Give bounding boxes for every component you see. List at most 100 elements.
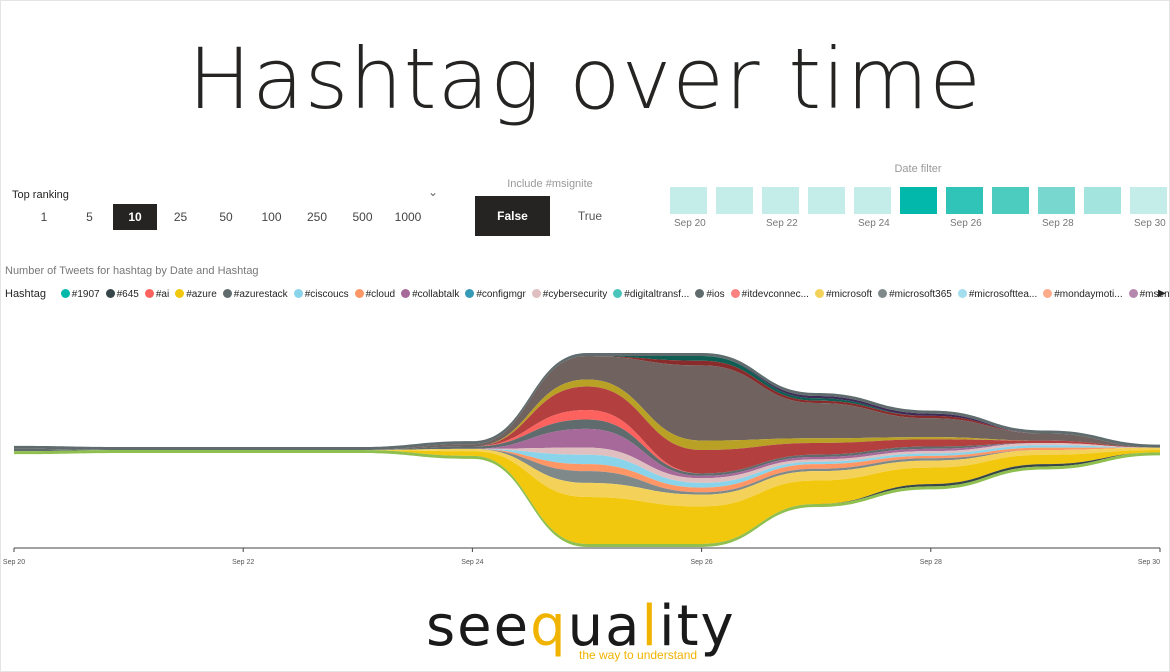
legend-item[interactable]: #ciscoucs xyxy=(293,289,349,300)
legend-item[interactable]: #collabtalk xyxy=(401,289,459,300)
date-filter-tick-label: Sep 22 xyxy=(766,218,798,229)
x-axis-tick-label: Sep 24 xyxy=(461,559,483,566)
legend-marker xyxy=(814,289,824,298)
date-filter-cell[interactable] xyxy=(1130,187,1167,214)
legend-marker xyxy=(531,289,541,298)
legend-item[interactable]: #ios xyxy=(695,289,725,300)
legend-label: #cybersecurity xyxy=(542,289,608,300)
chevron-down-icon[interactable]: ⌄ xyxy=(428,185,439,199)
date-filter-cell[interactable] xyxy=(808,187,845,214)
date-filter-cell[interactable] xyxy=(716,187,753,214)
top-ranking-option[interactable]: 1000 xyxy=(394,210,422,224)
stream-series-area[interactable] xyxy=(14,447,1160,495)
date-filter-cell[interactable] xyxy=(946,187,983,214)
stream-series-area[interactable] xyxy=(14,450,1160,544)
legend-marker xyxy=(957,289,967,298)
legend-label: #mondaymoti... xyxy=(1054,289,1123,300)
date-filter-cell[interactable] xyxy=(762,187,799,214)
legend-item[interactable]: #microsoft xyxy=(814,289,873,300)
top-ranking-option[interactable]: 500 xyxy=(352,210,373,224)
legend-marker xyxy=(293,289,303,298)
legend-marker xyxy=(1043,289,1053,298)
stream-series-area[interactable] xyxy=(14,428,1160,479)
top-ranking-option[interactable]: 100 xyxy=(261,210,282,224)
legend-label: #azure xyxy=(186,289,217,300)
legend-label: #microsoft365 xyxy=(889,289,952,300)
legend-next-icon[interactable]: ▶ xyxy=(1158,288,1166,299)
legend-label: #645 xyxy=(116,289,139,300)
include-true-button[interactable]: True xyxy=(577,209,603,223)
legend-label: #digitaltransf... xyxy=(624,289,690,300)
logo-tagline: the way to understand xyxy=(579,648,698,662)
legend-item[interactable]: #cloud xyxy=(354,289,396,300)
legend-item[interactable]: #microsofttea... xyxy=(957,289,1038,300)
date-filter-cell[interactable] xyxy=(1084,187,1121,214)
top-ranking-option[interactable]: 10 xyxy=(113,204,157,230)
legend-item[interactable]: #azure xyxy=(175,289,217,300)
stream-series-area[interactable] xyxy=(14,447,1160,507)
legend-item[interactable]: #configmgr xyxy=(465,289,526,300)
stream-series-area[interactable] xyxy=(14,386,1160,474)
legend-label: #cloud xyxy=(365,289,396,300)
legend-item[interactable]: #645 xyxy=(105,289,139,300)
date-filter-cell[interactable] xyxy=(1038,187,1075,214)
x-axis-tick-label: Sep 20 xyxy=(3,559,25,566)
legend-marker xyxy=(465,289,475,298)
legend-label: #ai xyxy=(155,289,170,300)
date-filter-cell[interactable] xyxy=(992,187,1029,214)
top-ranking-option[interactable]: 25 xyxy=(173,210,188,224)
logo-wordmark: seequality xyxy=(426,594,736,659)
date-filter-cell[interactable] xyxy=(670,187,707,214)
include-false-button[interactable]: False xyxy=(475,196,550,236)
x-axis-tick-label: Sep 28 xyxy=(920,559,942,566)
legend-marker xyxy=(105,289,115,298)
date-filter-tick-label: Sep 26 xyxy=(950,218,982,229)
top-ranking-label: Top ranking xyxy=(12,189,69,201)
date-filter-cell[interactable] xyxy=(854,187,891,214)
date-filter-label: Date filter xyxy=(894,163,942,175)
legend-label: #microsofttea... xyxy=(968,289,1038,300)
legend-title: Hashtag xyxy=(5,288,46,300)
chart-legend: Hashtag #1907 #645 #ai #azure #azurestack #ci… xyxy=(5,288,1170,302)
stream-series-area[interactable] xyxy=(14,419,1160,476)
legend-marker xyxy=(401,289,411,298)
legend-marker xyxy=(175,289,185,298)
legend-label: #itdevconnec... xyxy=(741,289,809,300)
legend-label: #azurestack xyxy=(233,289,288,300)
legend-item[interactable]: #ai xyxy=(144,289,170,300)
top-ranking-option[interactable]: 1 xyxy=(40,210,48,224)
legend-item[interactable]: #microsoft365 xyxy=(878,289,952,300)
top-ranking-option[interactable]: 5 xyxy=(86,210,93,224)
top-ranking-option[interactable]: 250 xyxy=(306,210,328,224)
legend-marker xyxy=(695,289,705,298)
legend-item[interactable]: #1907 xyxy=(60,289,100,300)
legend-label: #collabtalk xyxy=(412,289,460,300)
stream-series-area[interactable] xyxy=(14,447,1160,493)
date-filter-cell[interactable] xyxy=(900,187,937,214)
x-axis-tick-label: Sep 22 xyxy=(232,559,254,566)
legend-item[interactable]: #msenvision xyxy=(1128,289,1170,300)
date-filter-tick-label: Sep 28 xyxy=(1042,218,1074,229)
legend-item[interactable]: #mondaymoti... xyxy=(1043,289,1123,300)
seequality-logo: seequality the way to understand xyxy=(426,594,756,666)
legend-label: #microsoft xyxy=(825,289,873,300)
legend-marker xyxy=(613,289,623,298)
date-filter-tick-label: Sep 20 xyxy=(674,218,706,229)
x-axis-tick-label: Sep 30 xyxy=(1138,559,1160,566)
legend-item[interactable]: #azurestack xyxy=(222,289,288,300)
legend-marker xyxy=(222,289,232,298)
date-filter-axis: Sep 20 Sep 22 Sep 24 Sep 26 Sep 28 Sep 30 xyxy=(670,218,1170,232)
stream-series-area[interactable] xyxy=(14,356,1160,450)
legend-item[interactable]: #itdevconnec... xyxy=(730,289,809,300)
x-axis-tick-label: Sep 26 xyxy=(691,559,713,566)
page-title: Hashtag over time xyxy=(188,30,982,128)
legend-item[interactable]: #digitaltransf... xyxy=(613,289,689,300)
top-ranking-option[interactable]: 50 xyxy=(219,210,233,224)
legend-label: #msenvision xyxy=(1139,289,1170,300)
legend-marker xyxy=(730,289,740,298)
legend-item[interactable]: #cybersecurity xyxy=(531,289,608,300)
legend-marker xyxy=(878,289,888,298)
stream-series-area[interactable] xyxy=(14,442,1160,483)
legend-marker xyxy=(60,289,70,298)
legend-label: #configmgr xyxy=(476,289,526,300)
